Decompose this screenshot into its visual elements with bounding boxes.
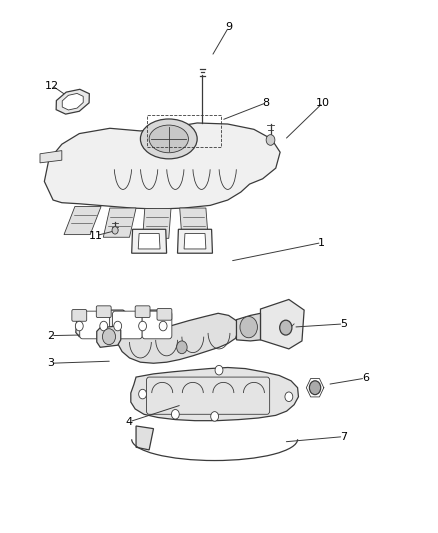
Polygon shape <box>64 206 101 235</box>
Polygon shape <box>131 368 298 421</box>
Circle shape <box>280 320 292 335</box>
Polygon shape <box>118 313 239 364</box>
Polygon shape <box>44 123 280 209</box>
Polygon shape <box>76 310 166 340</box>
Polygon shape <box>261 300 304 349</box>
FancyBboxPatch shape <box>135 306 150 318</box>
Polygon shape <box>62 93 83 110</box>
Text: 11: 11 <box>89 231 103 241</box>
Circle shape <box>100 321 108 331</box>
Text: 9: 9 <box>225 22 232 33</box>
Text: 6: 6 <box>362 373 369 383</box>
Circle shape <box>171 409 179 419</box>
FancyBboxPatch shape <box>157 309 172 320</box>
Circle shape <box>102 329 116 345</box>
Polygon shape <box>180 208 208 237</box>
Polygon shape <box>97 326 121 348</box>
Circle shape <box>266 135 275 146</box>
Polygon shape <box>136 426 153 450</box>
Text: 3: 3 <box>47 358 54 368</box>
Text: 4: 4 <box>126 417 133 427</box>
Circle shape <box>159 321 167 331</box>
Polygon shape <box>237 313 261 341</box>
Ellipse shape <box>141 119 197 159</box>
Circle shape <box>112 227 118 234</box>
Polygon shape <box>132 229 166 253</box>
Ellipse shape <box>149 125 188 153</box>
Circle shape <box>139 389 147 399</box>
Text: 12: 12 <box>45 81 59 91</box>
Text: 5: 5 <box>340 319 347 329</box>
FancyBboxPatch shape <box>113 311 142 339</box>
Text: 8: 8 <box>263 98 270 108</box>
Polygon shape <box>177 229 212 253</box>
Text: 10: 10 <box>316 98 330 108</box>
Circle shape <box>75 321 83 331</box>
Circle shape <box>240 317 258 338</box>
Text: 2: 2 <box>47 330 54 341</box>
Circle shape <box>211 411 219 421</box>
Text: 1: 1 <box>318 238 325 247</box>
Circle shape <box>309 381 321 394</box>
Text: 7: 7 <box>340 432 347 442</box>
Polygon shape <box>56 90 89 114</box>
Circle shape <box>215 366 223 375</box>
Polygon shape <box>138 233 160 249</box>
Polygon shape <box>40 151 62 163</box>
Circle shape <box>139 321 147 331</box>
Polygon shape <box>184 233 206 249</box>
FancyBboxPatch shape <box>80 311 110 339</box>
FancyBboxPatch shape <box>142 311 172 339</box>
FancyBboxPatch shape <box>72 310 87 321</box>
Polygon shape <box>103 208 136 237</box>
FancyBboxPatch shape <box>96 306 111 318</box>
Polygon shape <box>143 208 171 238</box>
Circle shape <box>177 341 187 354</box>
Circle shape <box>114 321 122 331</box>
Circle shape <box>285 392 293 401</box>
